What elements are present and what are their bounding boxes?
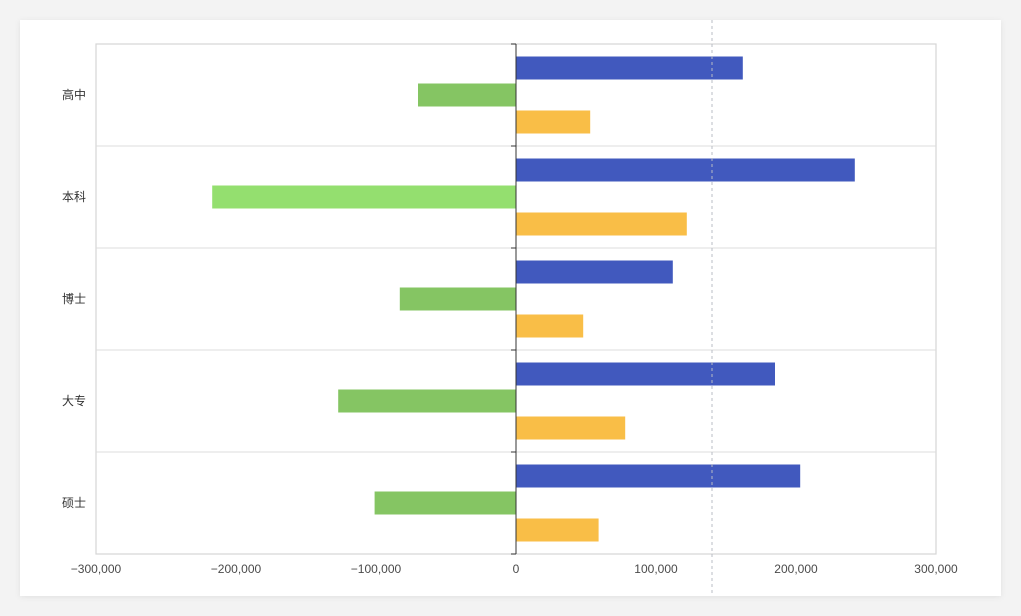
bar-3-5[interactable]	[516, 518, 599, 542]
bar-2-3[interactable]	[399, 287, 516, 311]
category-label: 硕士	[62, 496, 86, 510]
bar-3-4[interactable]	[516, 416, 626, 440]
x-tick-label: 300,000	[914, 562, 958, 576]
category-label: 大专	[62, 393, 86, 408]
category-label: 本科	[62, 190, 86, 204]
bar-2-1[interactable]	[418, 83, 516, 107]
bar-3-1[interactable]	[516, 110, 591, 134]
bar-2-2[interactable]	[212, 185, 516, 209]
bar-1-5[interactable]	[516, 464, 801, 488]
x-tick-label: −200,000	[211, 562, 262, 576]
bar-1-2[interactable]	[516, 158, 855, 182]
x-tick-label: 100,000	[634, 562, 678, 576]
bar-2-4[interactable]	[338, 389, 516, 413]
chart-card: 高中本科博士大专硕士 −300,000 −200,000 −100,000 0 100,0…	[20, 20, 1001, 596]
bar-2-5[interactable]	[374, 491, 516, 515]
x-tick-label: −300,000	[71, 562, 122, 576]
x-tick-label: 200,000	[774, 562, 818, 576]
category-label: 高中	[62, 87, 86, 102]
bar-1-3[interactable]	[516, 260, 673, 284]
bar-3-3[interactable]	[516, 314, 584, 338]
x-tick-label: 0	[513, 562, 520, 576]
x-tick-label: −100,000	[351, 562, 402, 576]
bar-1-1[interactable]	[516, 56, 743, 80]
bar-1-4[interactable]	[516, 362, 775, 386]
bar-3-2[interactable]	[516, 212, 687, 236]
category-label: 博士	[62, 291, 86, 306]
